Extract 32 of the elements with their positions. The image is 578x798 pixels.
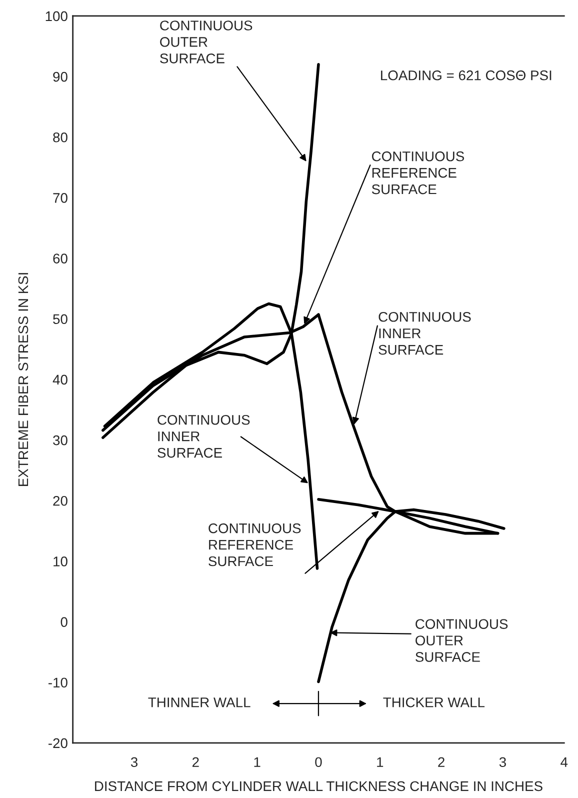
annotation: THINNER WALL — [148, 698, 250, 708]
x-tick-label: 3 — [130, 757, 138, 768]
x-tick-label: 4 — [560, 757, 568, 767]
annotation: CONTINUOUS INNER SURFACE — [378, 312, 471, 355]
x-tick-label: 3 — [499, 757, 506, 768]
y-tick-label: 50 — [53, 314, 68, 324]
annotation: CONTINUOUS OUTER SURFACE — [416, 619, 508, 662]
annotation: THICKER WALL — [383, 697, 485, 708]
y-tick-label: -10 — [48, 678, 68, 688]
y-tick-label: 20 — [53, 496, 68, 506]
y-tick-label: 10 — [54, 556, 68, 566]
y-tick-label: 80 — [53, 132, 68, 142]
y-tick-label: 70 — [53, 193, 68, 203]
y-tick-label: 40 — [52, 374, 68, 385]
y-tick-label: 60 — [53, 254, 68, 264]
y-axis-title: EXTREME FIBER STRESS IN KSI — [18, 273, 28, 486]
y-tick-label: 0 — [60, 617, 68, 627]
x-tick-label: 2 — [438, 757, 444, 767]
y-tick-label: 90 — [53, 72, 68, 82]
y-tick-label: -20 — [48, 738, 68, 748]
x-tick-label: 2 — [192, 757, 199, 767]
x-tick-label: 1 — [254, 757, 260, 767]
annotation: CONTINUOUS OUTER SURFACE — [160, 20, 252, 64]
annotation: CONTINUOUS INNER SURFACE — [158, 414, 250, 458]
annotation: LOADING = 621 COSΘ PSI — [381, 70, 552, 80]
y-tick-label: 100 — [46, 11, 68, 22]
y-tick-label: 30 — [53, 435, 68, 446]
annotation: CONTINUOUS REFERENCE SURFACE — [208, 523, 301, 566]
x-tick-label: 1 — [377, 757, 384, 767]
x-axis-title: DISTANCE FROM CYLINDER WALL THICKNESS CHANGE IN INCHES — [95, 781, 542, 792]
annotation: CONTINUOUS REFERENCE SURFACE — [372, 151, 464, 194]
x-tick-label: 0 — [315, 757, 322, 768]
